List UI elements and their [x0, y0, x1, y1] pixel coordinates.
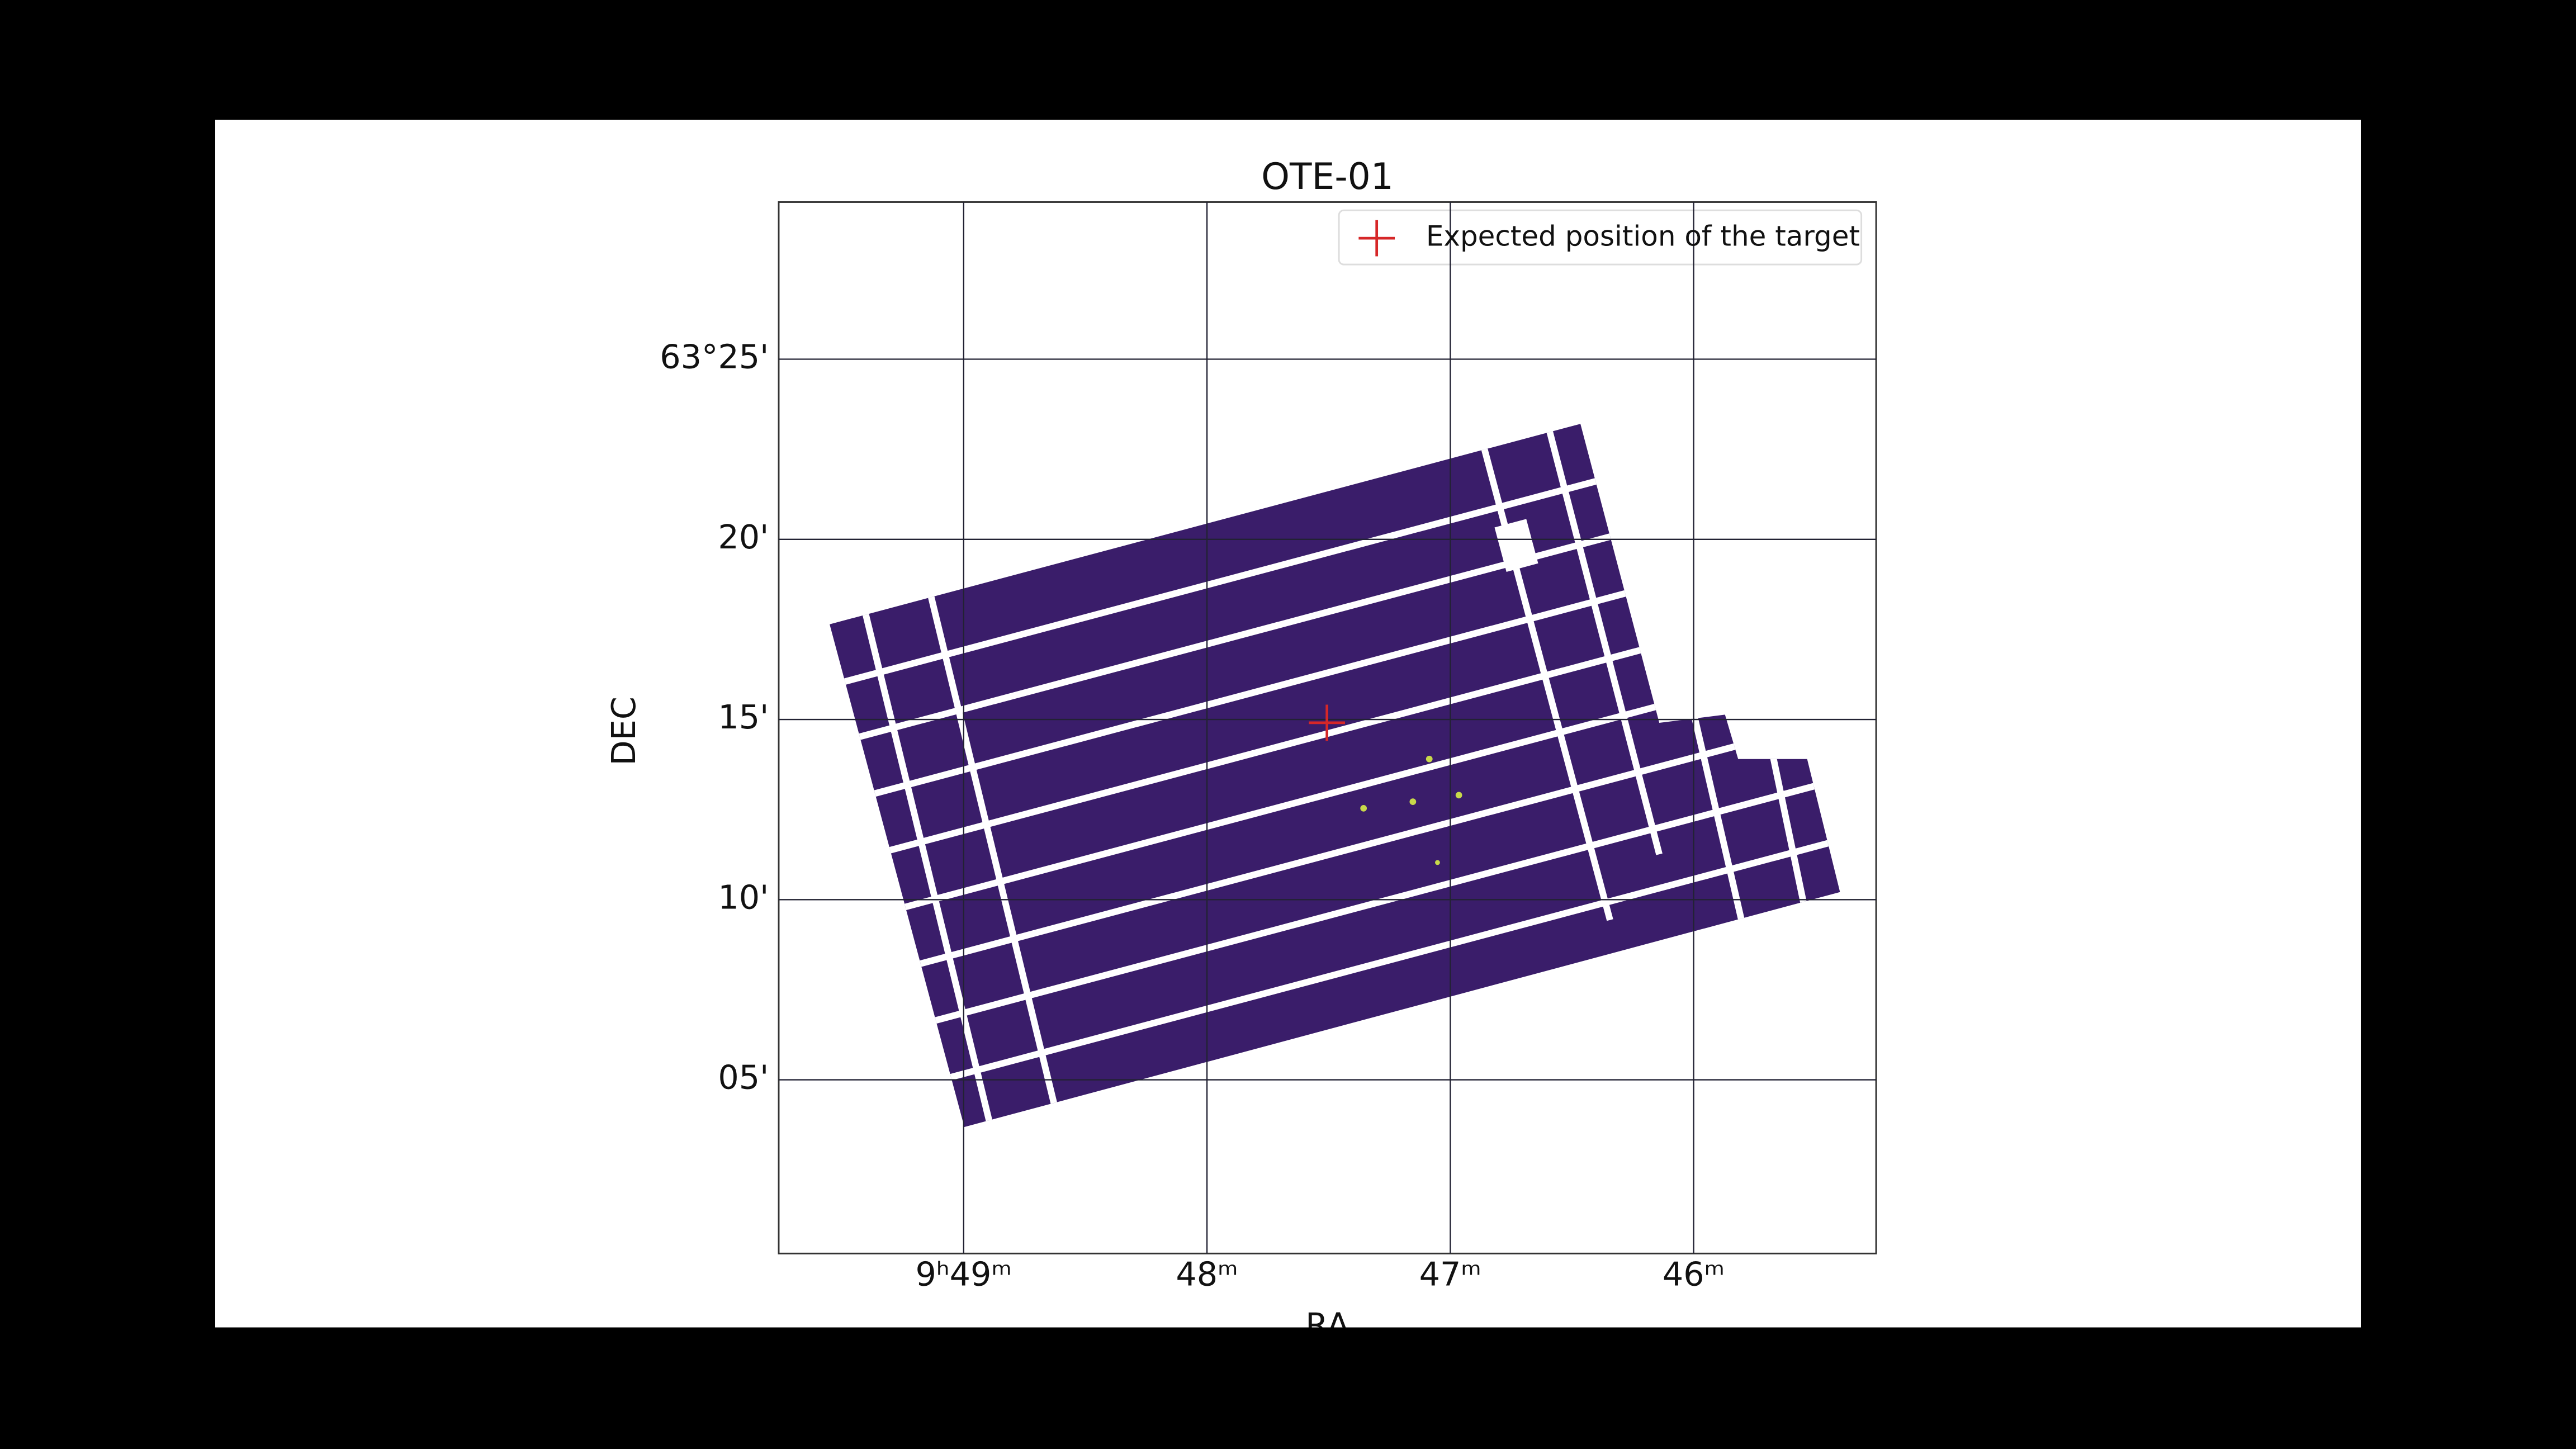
x-axis-label: RA	[1305, 1306, 1349, 1344]
plot-area: OTE-01 RA DEC 9ʰ49ᵐ 48ᵐ 47ᵐ 46ᵐ 63°25' 20' 15'…	[604, 156, 1877, 1344]
x-tick-label: 46ᵐ	[1663, 1255, 1725, 1294]
y-tick-label: 15'	[718, 698, 769, 736]
target-marker	[1309, 704, 1345, 741]
x-tick-label: 9ʰ49ᵐ	[916, 1255, 1012, 1294]
y-tick-label: 05'	[718, 1058, 769, 1097]
video-frame-bottom	[0, 1327, 2576, 1449]
y-axis-label: DEC	[604, 697, 643, 765]
legend	[1338, 209, 1863, 266]
legend-marker	[1358, 220, 1395, 257]
x-tick-label: 47ᵐ	[1419, 1255, 1481, 1294]
y-tick-label: 63°25'	[660, 338, 769, 376]
y-tick-label: 10'	[718, 878, 769, 916]
chart-title: OTE-01	[1261, 156, 1394, 198]
axes-frame	[778, 201, 1877, 1254]
y-tick-label: 20'	[718, 518, 769, 556]
x-tick-label: 48ᵐ	[1176, 1255, 1238, 1294]
legend-label: Expected position of the target	[1426, 220, 1860, 253]
